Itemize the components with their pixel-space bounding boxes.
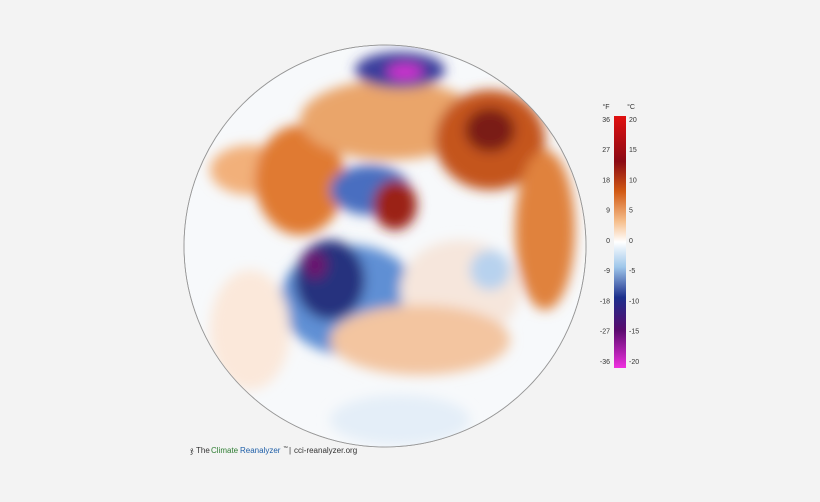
- footer-brand: Reanalyzer: [240, 446, 281, 455]
- footer-brand: Climate: [211, 446, 239, 455]
- leaf-icon: ჯ: [190, 446, 194, 455]
- colorbar-tick-label: -20: [629, 359, 639, 366]
- colorbar-tick-label: -5: [629, 268, 635, 275]
- colorbar-tick-label: -27: [600, 329, 610, 336]
- colorbar-tick-label: -9: [604, 268, 610, 275]
- colorbar-tick-label: 18: [602, 177, 610, 184]
- colorbar-tick-label: -10: [629, 298, 639, 305]
- colorbar-tick-label: 20: [629, 117, 637, 124]
- colorbar-tick-label: -18: [600, 298, 610, 305]
- colorbar-tick-label: -15: [629, 329, 639, 336]
- colorbar-tick-label: 5: [629, 208, 633, 215]
- colorbar-tick-label: 10: [629, 177, 637, 184]
- colorbar-tick-label: 0: [606, 238, 610, 245]
- colorbar: °F °C 36 27 18 9 0 -9 -18 -27 -36 20 15 10 5 0 -5 -10 -1…: [600, 103, 639, 368]
- trademark: ™: [283, 445, 288, 451]
- unit-label: °F: [602, 103, 609, 111]
- unit-label: °C: [627, 103, 635, 111]
- footer: ჯ The Climate Reanalyzer ™ | cci-reanaly…: [190, 445, 357, 455]
- separator: |: [289, 446, 291, 455]
- colorbar-gradient: [614, 116, 626, 368]
- colorbar-tick-label: 15: [629, 147, 637, 154]
- colorbar-tick-label: 36: [602, 117, 610, 124]
- colorbar-tick-label: 27: [602, 147, 610, 154]
- colorbar-tick-label: -36: [600, 359, 610, 366]
- globe: [183, 44, 587, 448]
- colorbar-tick-label: 0: [629, 238, 633, 245]
- footer-prefix: The: [196, 446, 210, 455]
- colorbar-tick-label: 9: [606, 208, 610, 215]
- footer-url: cci-reanalyzer.org: [294, 446, 357, 455]
